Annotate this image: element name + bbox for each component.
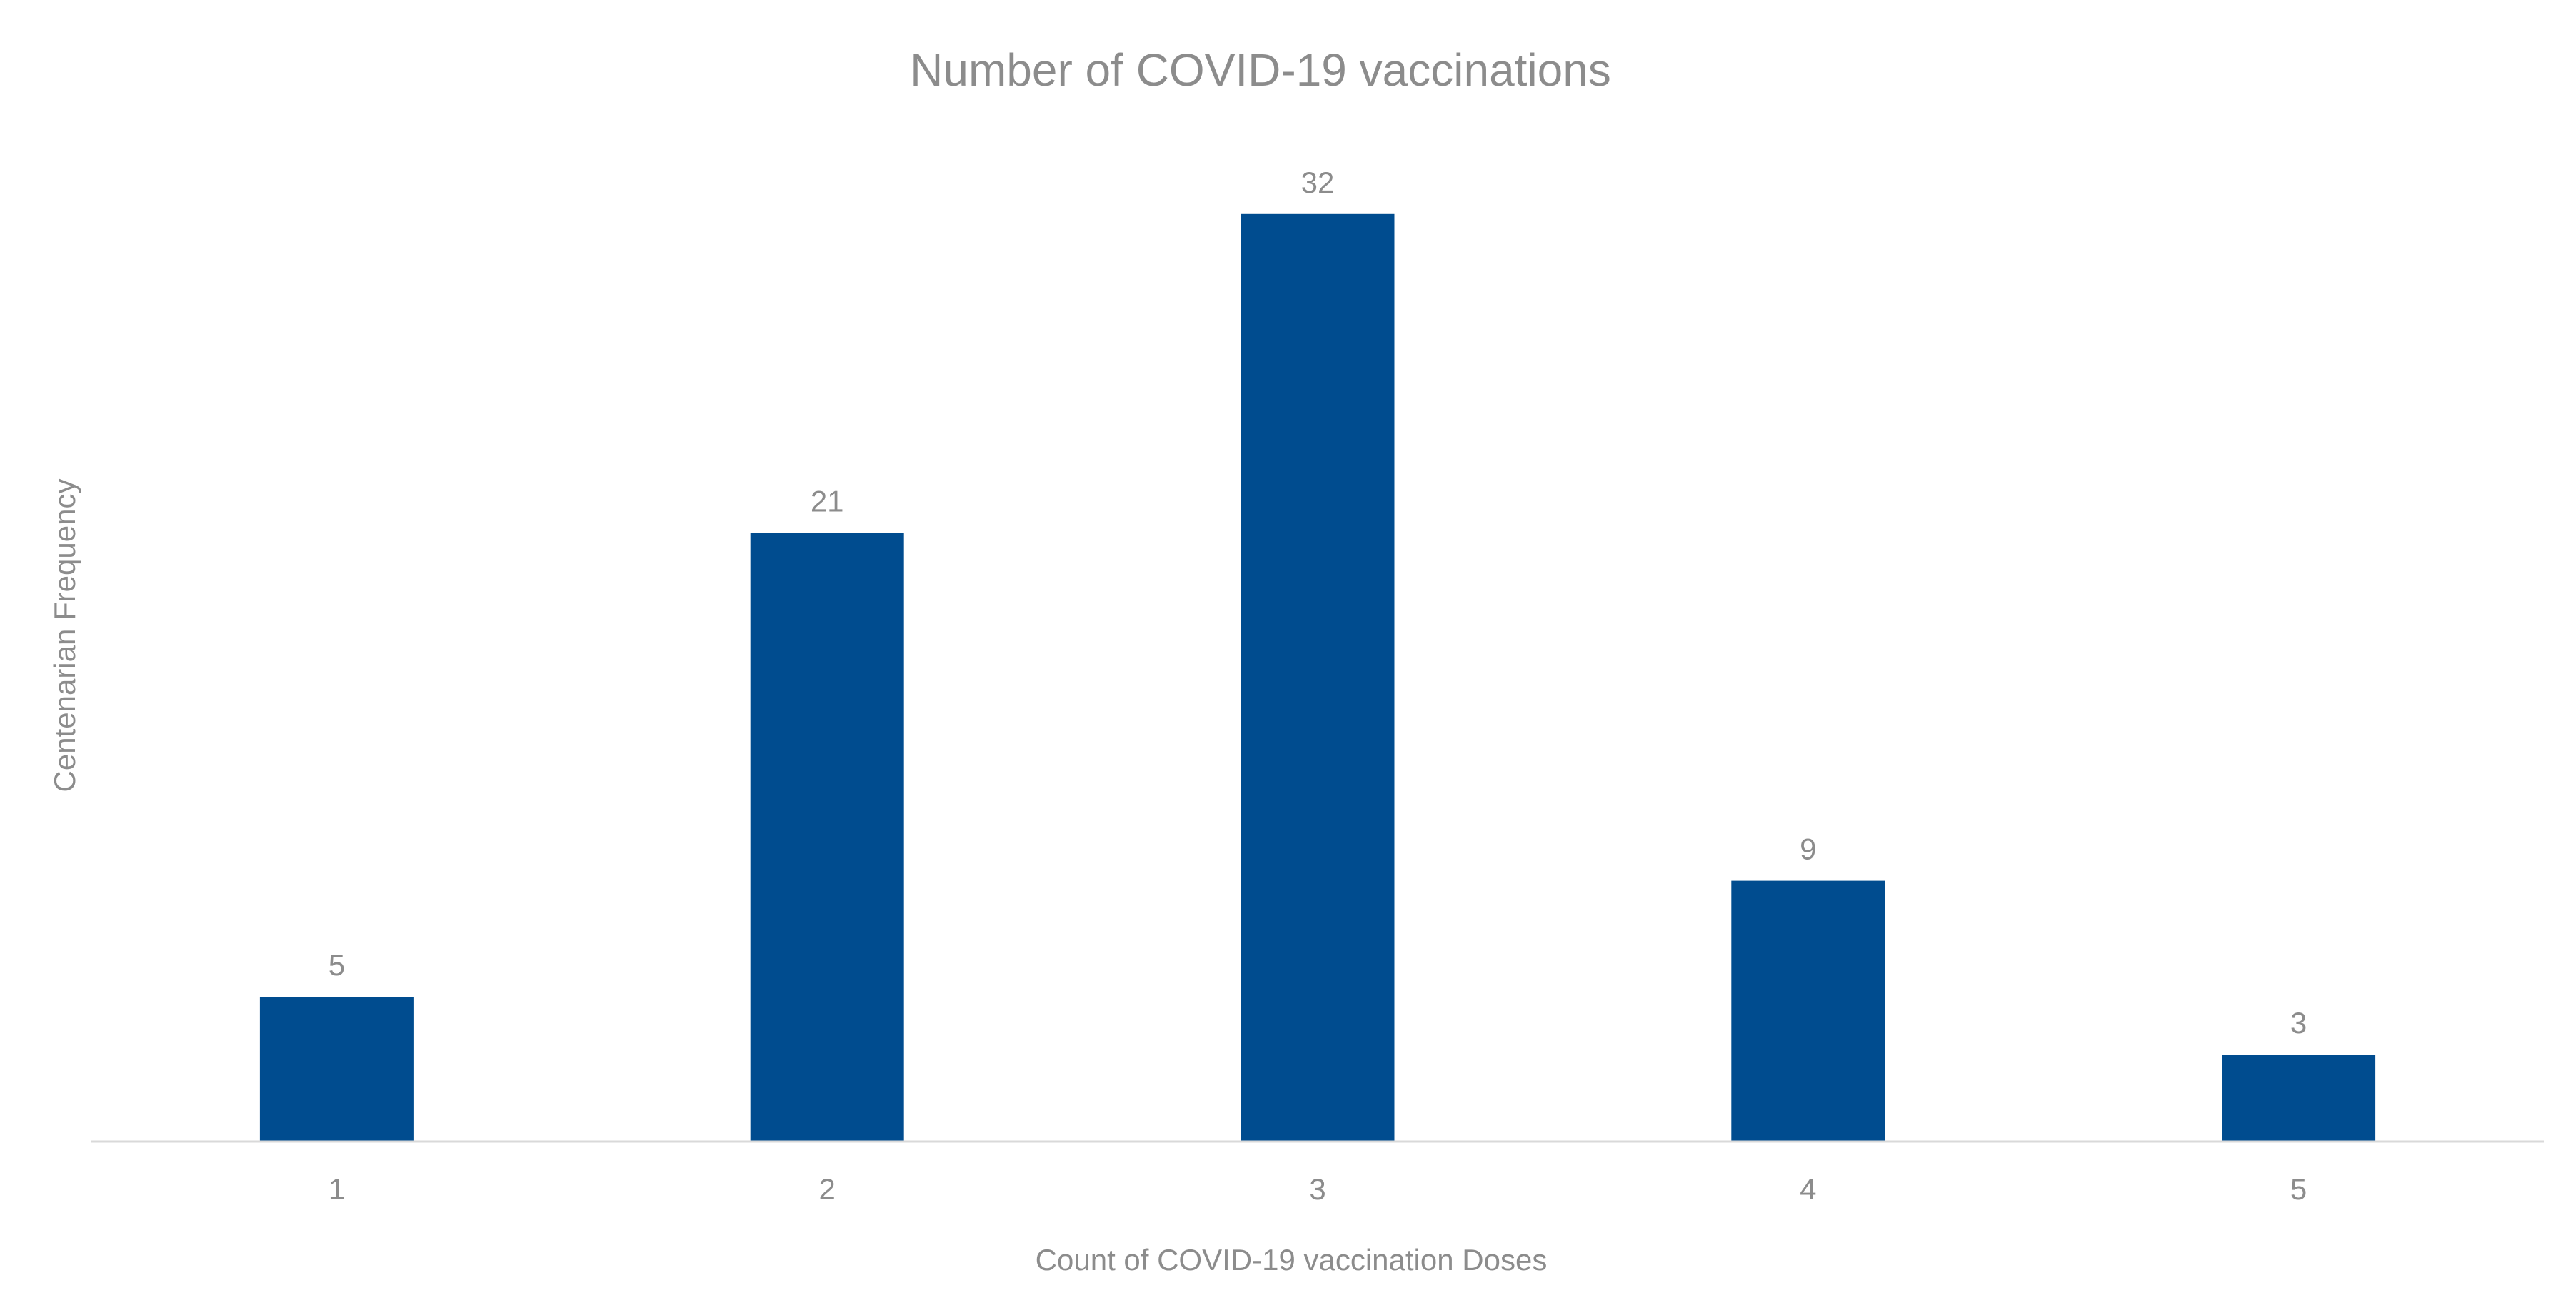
x-tick-label-3: 3 — [1309, 1172, 1325, 1206]
bar-1 — [259, 997, 414, 1142]
x-tick-label-2: 2 — [819, 1172, 836, 1206]
x-tick-label-4: 4 — [1800, 1172, 1816, 1206]
y-axis-title: Centenarian Frequency — [48, 479, 81, 793]
data-labels-layer: 5 21 32 9 3 — [329, 166, 2307, 1040]
bar-3 — [1241, 213, 1395, 1142]
bar-2 — [750, 533, 904, 1142]
data-label-1: 5 — [329, 948, 345, 982]
bars-layer — [259, 213, 2376, 1142]
data-label-3: 32 — [1301, 166, 1335, 199]
x-tick-label-1: 1 — [329, 1172, 345, 1206]
bar-4 — [1731, 880, 1885, 1142]
bar-5 — [2222, 1055, 2376, 1142]
data-label-4: 9 — [1800, 832, 1816, 866]
x-tick-label-5: 5 — [2290, 1172, 2307, 1206]
x-tick-labels-layer: 1 2 3 4 5 — [329, 1172, 2307, 1206]
data-label-5: 3 — [2290, 1006, 2307, 1040]
x-axis-title: Count of COVID-19 vaccination Doses — [1036, 1243, 1548, 1277]
data-label-2: 21 — [811, 484, 844, 518]
chart-title: Number of COVID-19 vaccinations — [910, 44, 1611, 96]
